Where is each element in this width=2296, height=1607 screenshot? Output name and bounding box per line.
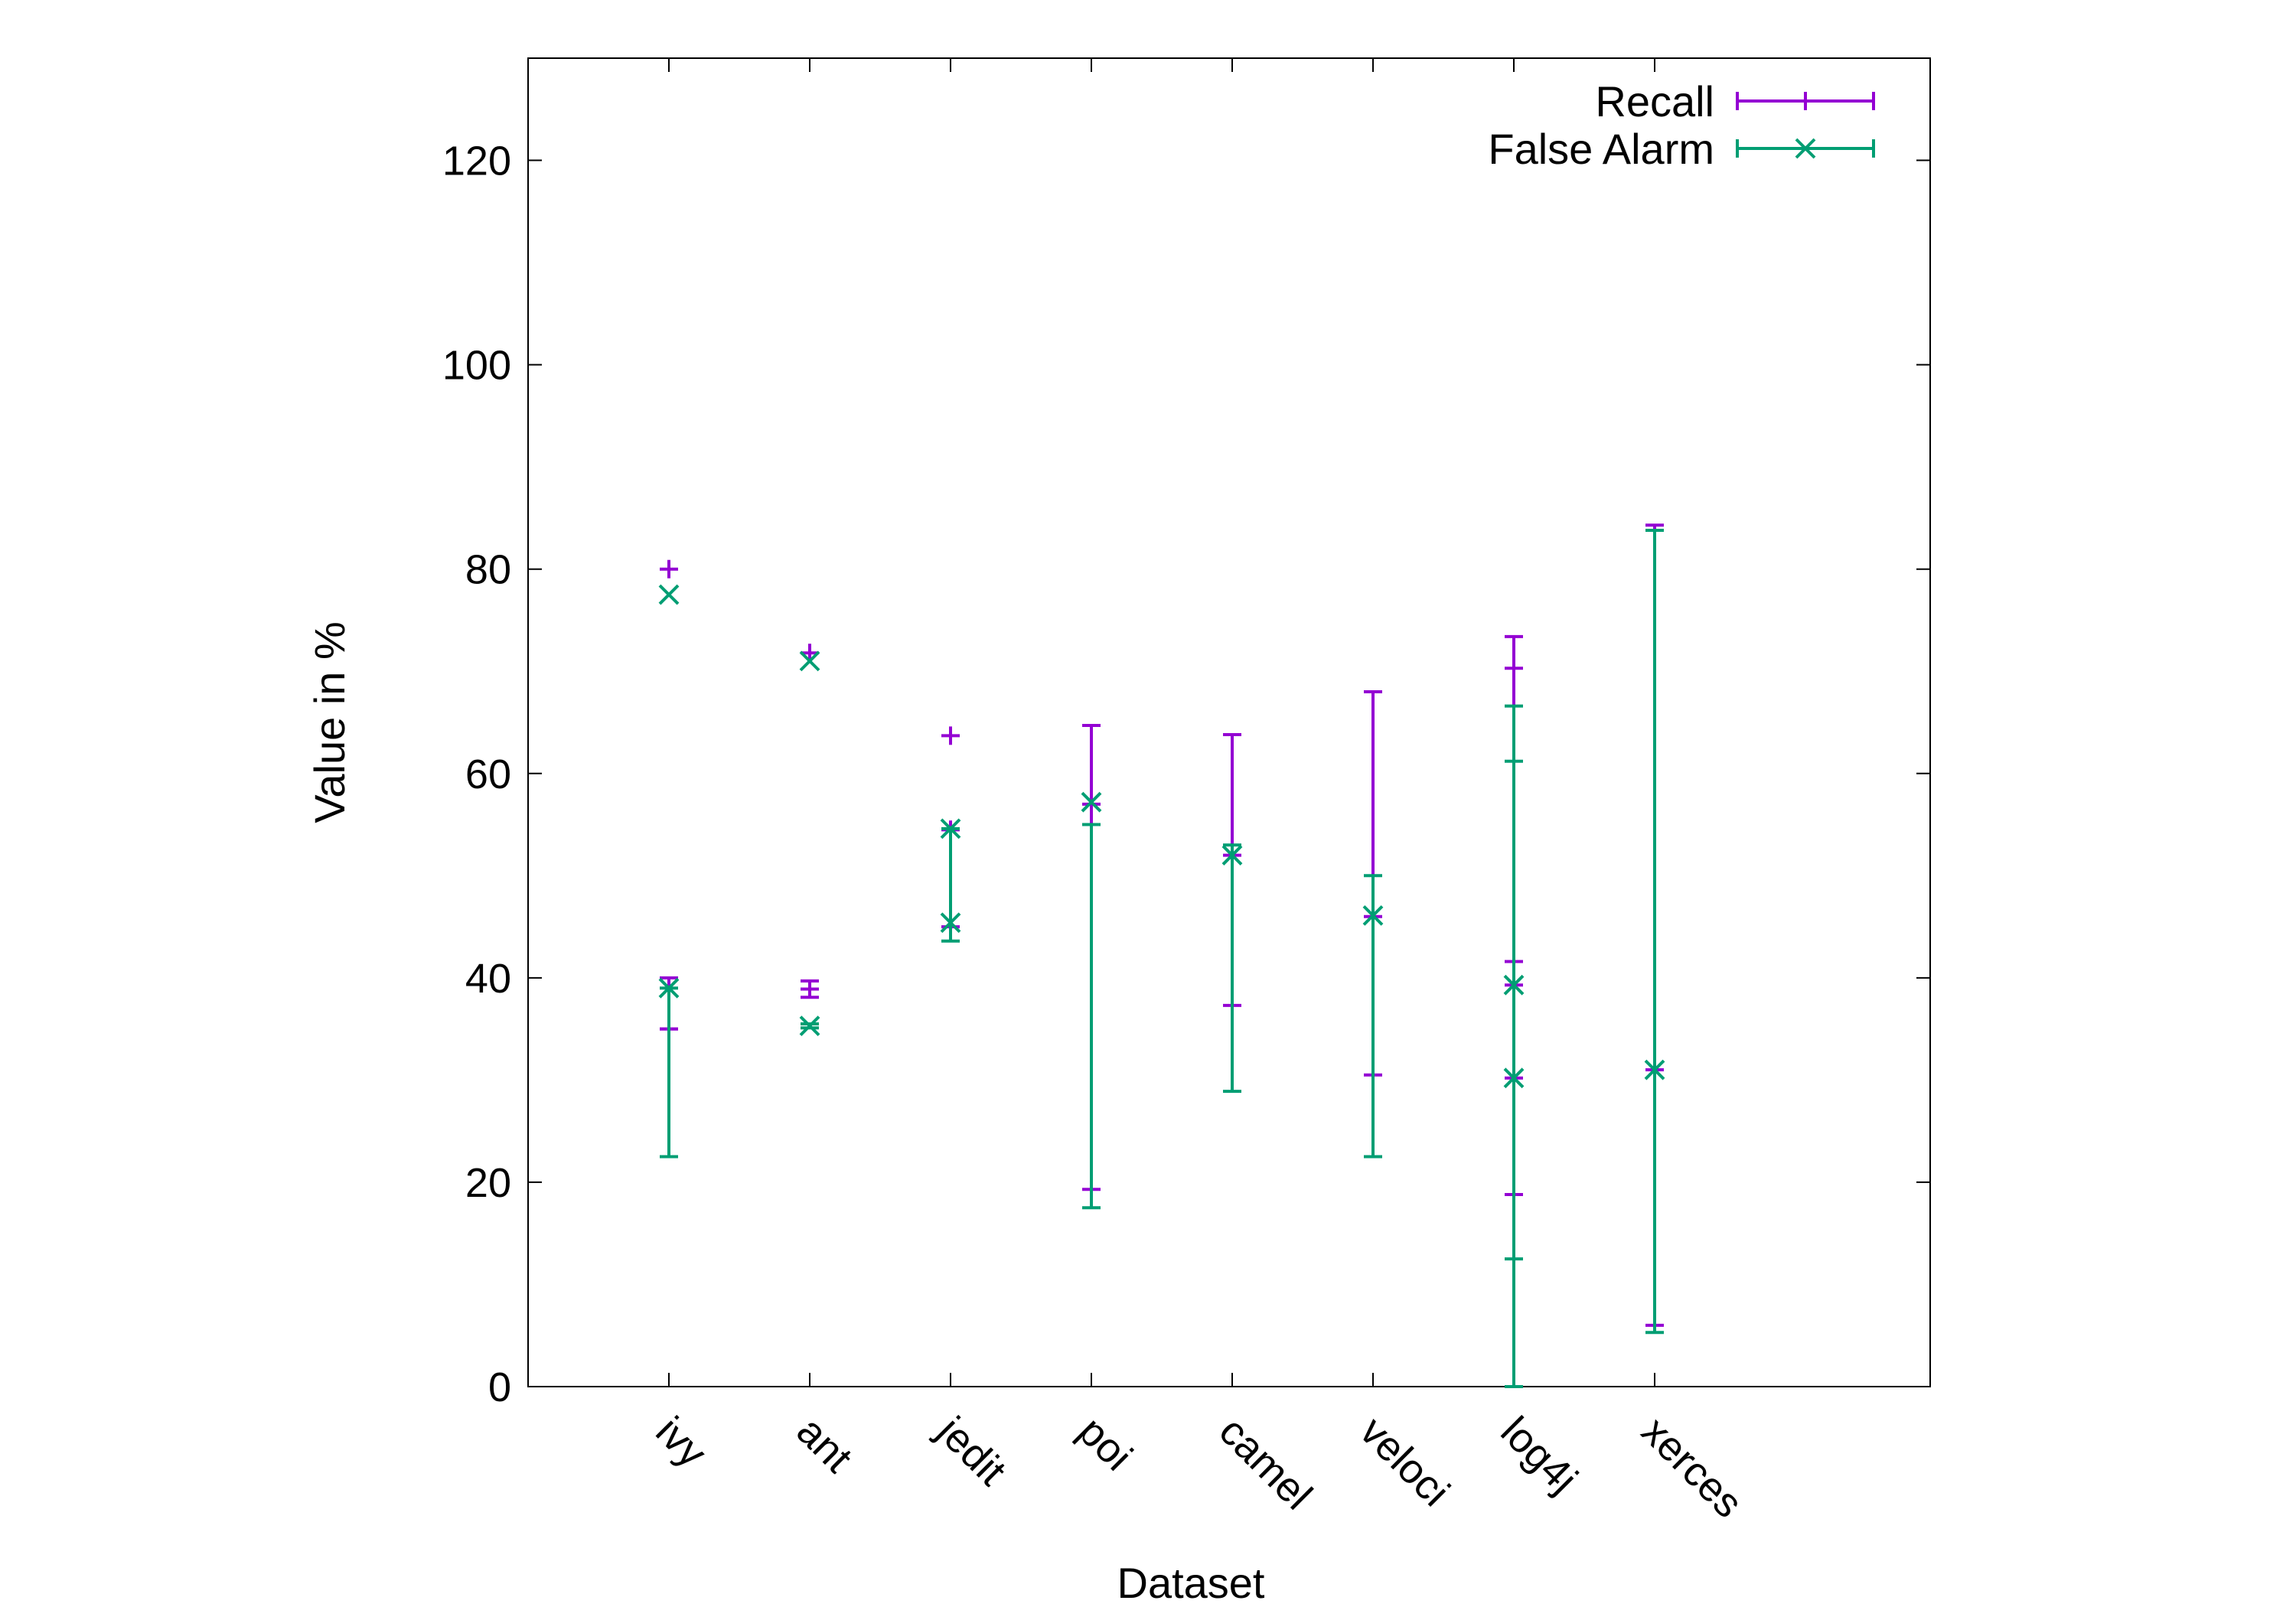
y-tick-label: 0 xyxy=(488,1364,511,1410)
x-axis-label: Dataset xyxy=(1117,1559,1265,1607)
plot-frame xyxy=(527,57,1931,1387)
data-point xyxy=(1644,1059,1665,1081)
x-tick-label: ivy xyxy=(647,1408,716,1476)
data-point xyxy=(940,912,961,934)
y-tick-label: 100 xyxy=(442,343,511,389)
y-tick-label: 80 xyxy=(465,547,511,593)
legend-marker xyxy=(1795,138,1816,159)
data-point xyxy=(658,584,680,605)
x-tick-label: ant xyxy=(788,1408,862,1482)
x-tick-label: jedit xyxy=(928,1407,1015,1495)
data-point xyxy=(799,1015,820,1037)
x-tick-label: camel xyxy=(1211,1408,1321,1518)
data-point xyxy=(1081,791,1102,813)
x-tick-label: veloci xyxy=(1352,1408,1459,1515)
x-tick-label: log4j xyxy=(1492,1408,1587,1502)
y-tick-label: 40 xyxy=(465,956,511,1002)
data-point xyxy=(658,977,680,999)
y-tick-label: 20 xyxy=(465,1160,511,1206)
y-axis-label: Value in % xyxy=(305,621,354,823)
legend-label: Recall xyxy=(1595,77,1714,125)
data-point xyxy=(1503,1068,1525,1089)
series-false-alarm xyxy=(658,528,1665,1388)
y-tick-label: 60 xyxy=(465,751,511,797)
x-tick-label: xerces xyxy=(1633,1408,1752,1527)
data-point xyxy=(1221,845,1243,866)
legend-label: False Alarm xyxy=(1488,125,1714,173)
data-point xyxy=(1362,905,1384,926)
x-tick-label: poi xyxy=(1070,1408,1141,1479)
y-tick-label: 120 xyxy=(442,139,511,184)
data-point xyxy=(799,650,820,672)
